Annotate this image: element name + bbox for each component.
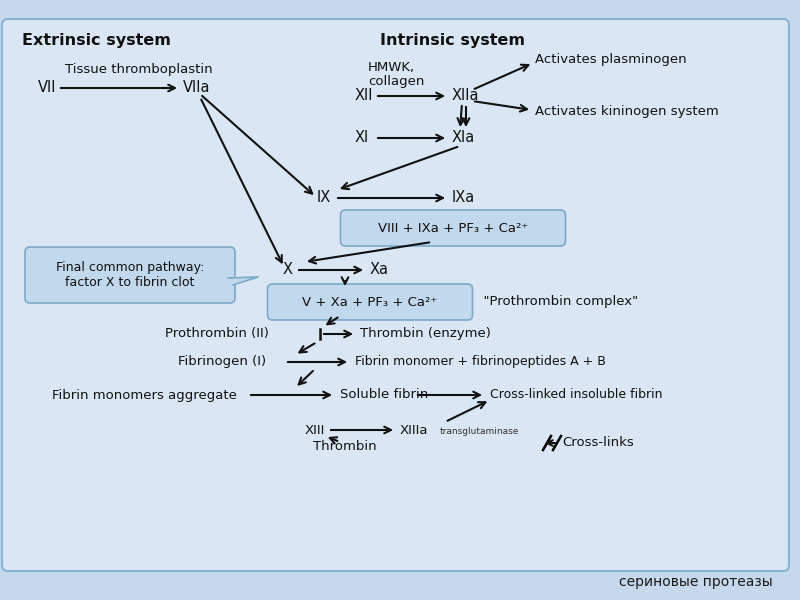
Text: Cross-links: Cross-links xyxy=(562,437,634,449)
Text: Final common pathway:: Final common pathway: xyxy=(56,260,204,274)
Text: Cross-linked insoluble fibrin: Cross-linked insoluble fibrin xyxy=(490,389,662,401)
Text: Activates plasminogen: Activates plasminogen xyxy=(535,53,686,67)
FancyBboxPatch shape xyxy=(25,247,235,303)
Text: VII: VII xyxy=(38,80,57,95)
Text: XI: XI xyxy=(355,130,370,145)
FancyBboxPatch shape xyxy=(2,19,789,571)
Text: VIIa: VIIa xyxy=(183,80,210,95)
Text: Fibrin monomer + fibrinopeptides A + B: Fibrin monomer + fibrinopeptides A + B xyxy=(355,355,606,368)
Text: XIIIa: XIIIa xyxy=(400,424,429,437)
Text: Thrombin (enzyme): Thrombin (enzyme) xyxy=(360,328,491,340)
Text: Extrinsic system: Extrinsic system xyxy=(22,32,171,47)
Polygon shape xyxy=(228,277,258,285)
Text: Activates kininogen system: Activates kininogen system xyxy=(535,106,718,118)
Text: IX: IX xyxy=(317,191,331,205)
Text: Tissue thromboplastin: Tissue thromboplastin xyxy=(65,64,213,76)
Text: XIII: XIII xyxy=(305,424,326,437)
Text: XIIa: XIIa xyxy=(452,88,479,103)
Text: XIa: XIa xyxy=(452,130,475,145)
Text: Soluble fibrin: Soluble fibrin xyxy=(340,389,428,401)
FancyBboxPatch shape xyxy=(267,284,473,320)
Text: сериновые протеазы: сериновые протеазы xyxy=(619,575,773,589)
Text: XII: XII xyxy=(355,88,374,103)
Text: HMWK,: HMWK, xyxy=(368,61,415,73)
Text: collagen: collagen xyxy=(368,74,424,88)
Text: Xa: Xa xyxy=(370,263,389,277)
Text: IXa: IXa xyxy=(452,191,475,205)
Text: Intrinsic system: Intrinsic system xyxy=(380,32,525,47)
Text: Fibrin monomers aggregate: Fibrin monomers aggregate xyxy=(52,389,237,401)
Text: Fibrinogen (I): Fibrinogen (I) xyxy=(178,355,266,368)
Text: Thrombin: Thrombin xyxy=(313,440,377,454)
Text: Prothrombin (II): Prothrombin (II) xyxy=(165,328,269,340)
Text: factor X to fibrin clot: factor X to fibrin clot xyxy=(66,277,194,289)
FancyBboxPatch shape xyxy=(341,210,566,246)
Text: transglutaminase: transglutaminase xyxy=(440,427,519,437)
Text: V + Xa + PF₃ + Ca²⁺: V + Xa + PF₃ + Ca²⁺ xyxy=(302,295,438,308)
Text: VIII + IXa + PF₃ + Ca²⁺: VIII + IXa + PF₃ + Ca²⁺ xyxy=(378,221,528,235)
Text: "Prothrombin complex": "Prothrombin complex" xyxy=(475,295,638,308)
Text: X: X xyxy=(283,263,293,277)
